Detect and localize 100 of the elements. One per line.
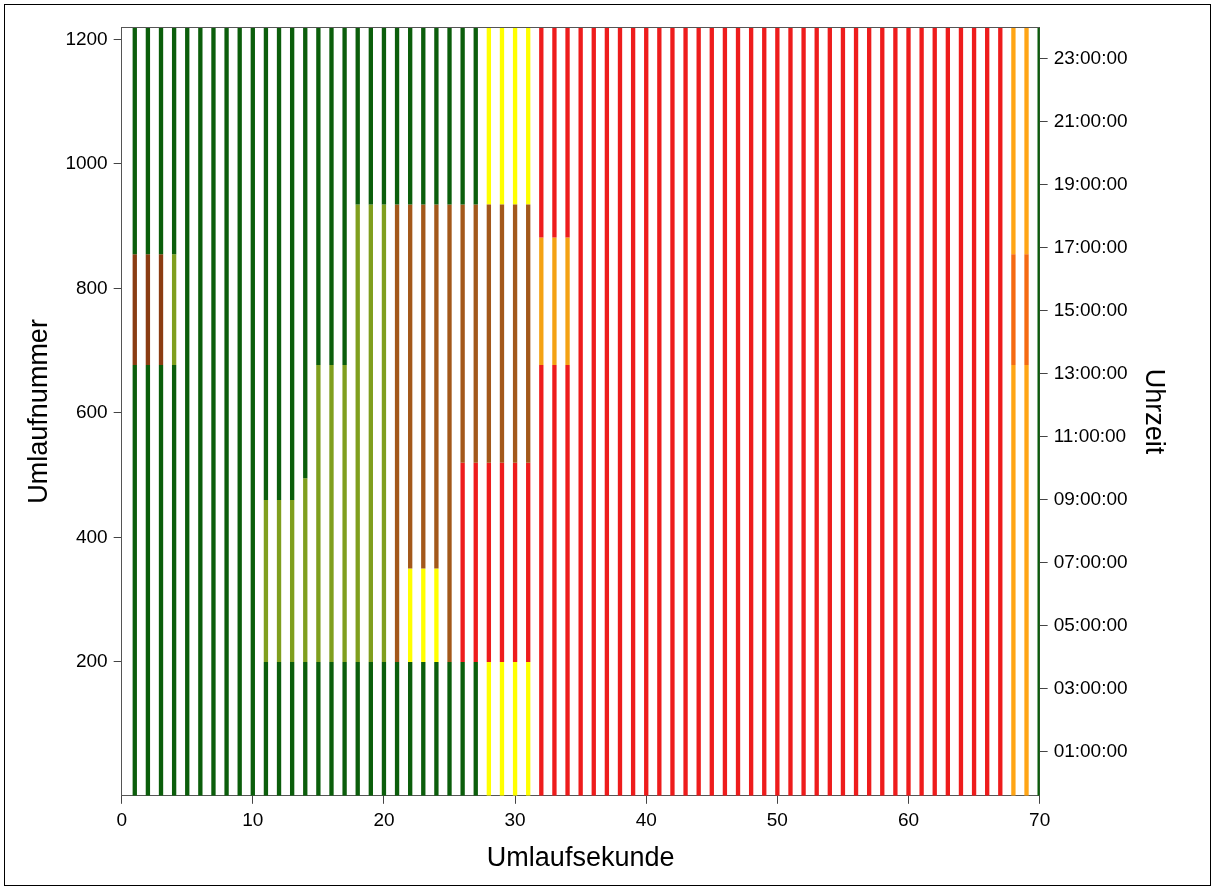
bar <box>473 204 478 463</box>
bar <box>421 204 426 569</box>
bar <box>132 365 137 796</box>
bar <box>342 27 347 366</box>
y2-tick-label: 11:00:00 <box>1053 424 1127 446</box>
bar <box>788 27 793 796</box>
y2-tick-label: 01:00:00 <box>1053 739 1128 761</box>
y2-tick-label: 17:00:00 <box>1053 235 1128 257</box>
y2-tick-label: 19:00:00 <box>1053 172 1128 194</box>
bar <box>158 254 164 366</box>
y-tick-label: 800 <box>75 276 108 298</box>
bar <box>762 27 767 796</box>
y2-axis-title: Uhrzeit <box>1140 368 1171 455</box>
bar <box>486 27 492 205</box>
bar <box>447 27 452 205</box>
bar <box>801 27 806 796</box>
bar <box>237 27 242 796</box>
y-tick-label: 600 <box>75 401 108 423</box>
bar <box>565 365 570 796</box>
y2-tick-label: 05:00:00 <box>1053 613 1128 635</box>
bar <box>1024 27 1029 255</box>
bar <box>565 27 570 238</box>
bar <box>578 27 583 796</box>
bar <box>486 204 492 463</box>
bar <box>709 27 714 796</box>
bar <box>460 462 465 662</box>
bar <box>683 27 688 796</box>
bar <box>722 27 728 796</box>
bar <box>394 27 400 205</box>
bar <box>263 500 269 662</box>
bar <box>644 27 649 796</box>
y-axis-title: Umlaufnummer <box>22 319 53 504</box>
bar <box>932 27 937 796</box>
bar <box>145 365 151 796</box>
bar <box>512 204 518 463</box>
bar <box>276 500 282 662</box>
bar <box>158 365 164 796</box>
bar <box>512 27 518 205</box>
bar <box>526 661 531 796</box>
bar <box>512 462 518 662</box>
bar <box>565 237 570 366</box>
bar <box>998 27 1003 796</box>
bar <box>657 27 662 796</box>
bar <box>303 27 308 479</box>
bar <box>355 204 360 662</box>
bar <box>748 27 754 796</box>
bar <box>630 27 636 796</box>
bar <box>329 661 334 796</box>
bar <box>486 661 492 796</box>
y-tick-label: 200 <box>75 650 108 672</box>
x-tick-label: 30 <box>504 809 526 831</box>
bar <box>342 365 347 662</box>
bar <box>670 27 675 796</box>
bar <box>355 661 360 796</box>
bar <box>198 27 203 796</box>
bar <box>355 27 360 205</box>
bar <box>381 204 387 662</box>
y-tick-label: 1000 <box>65 152 108 174</box>
bar <box>434 204 439 569</box>
bar <box>303 661 308 796</box>
bar <box>1011 27 1016 255</box>
bar <box>316 27 321 366</box>
bar <box>421 27 426 205</box>
bar <box>696 27 701 796</box>
bar <box>408 661 413 796</box>
bar <box>473 27 478 205</box>
bar <box>132 27 137 255</box>
bar <box>145 27 151 255</box>
bar <box>250 27 255 796</box>
bar <box>408 27 413 205</box>
bar <box>539 237 544 366</box>
bar <box>552 27 557 238</box>
bar <box>263 661 269 796</box>
x-tick-label: 60 <box>897 809 920 831</box>
x-tick-label: 40 <box>635 809 657 831</box>
y2-tick-label: 21:00:00 <box>1053 109 1128 131</box>
y2-tick-label: 09:00:00 <box>1053 487 1128 509</box>
bar <box>906 27 911 796</box>
bar <box>381 27 387 205</box>
bar <box>512 661 518 796</box>
bar <box>460 204 465 463</box>
bar <box>499 204 505 463</box>
x-tick-label: 10 <box>242 809 264 831</box>
bar <box>552 237 557 366</box>
bar <box>408 568 413 662</box>
bar <box>880 27 885 796</box>
bar <box>985 27 990 796</box>
bar <box>289 661 295 796</box>
bar <box>368 27 373 205</box>
bar <box>617 27 623 796</box>
bar <box>394 661 400 796</box>
bar <box>552 365 557 796</box>
y-tick-label: 1200 <box>65 27 108 49</box>
bar <box>460 661 465 796</box>
bar <box>591 27 596 796</box>
bar <box>840 27 846 796</box>
bar <box>171 254 177 366</box>
bar <box>735 27 741 796</box>
bar <box>434 568 439 662</box>
y2-tick-label: 13:00:00 <box>1053 361 1128 383</box>
